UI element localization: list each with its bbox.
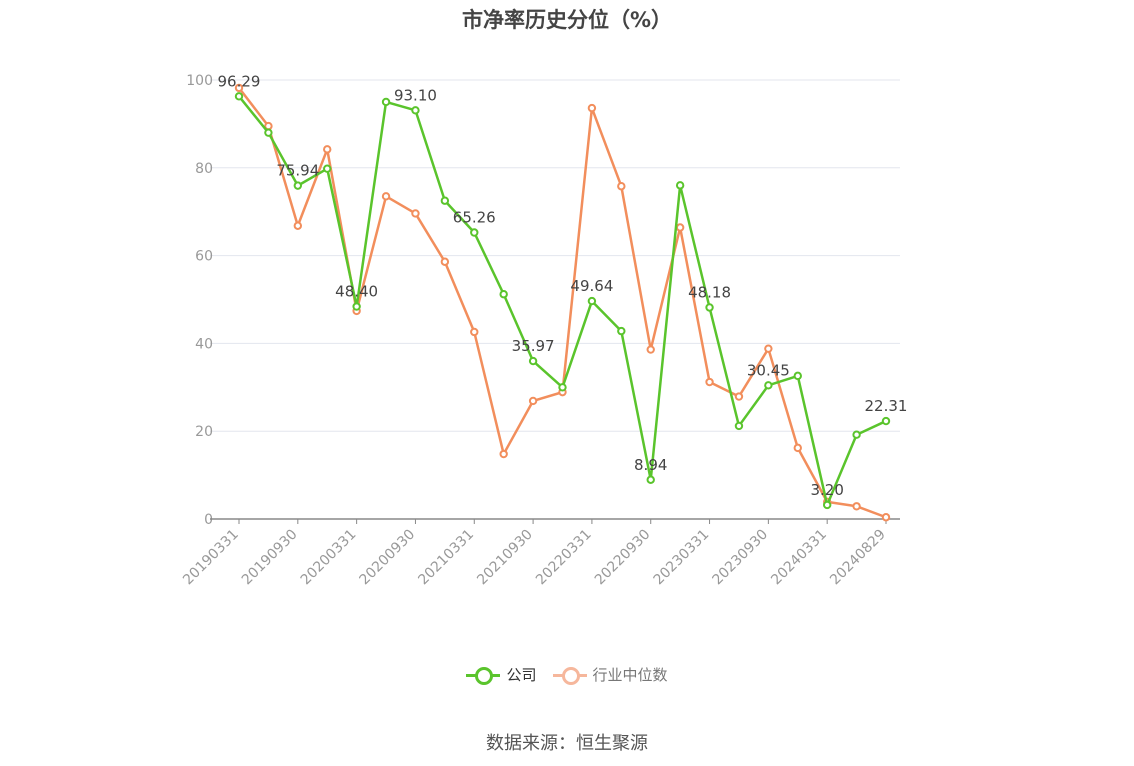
legend-item-industry-median[interactable]: 行业中位数 [552, 664, 668, 685]
data-point [852, 502, 861, 511]
data-point [675, 223, 685, 232]
data-point [381, 192, 391, 201]
data-point [470, 228, 479, 237]
data-point [587, 103, 597, 113]
data-label: 30.45 [747, 361, 790, 379]
data-point [234, 92, 244, 101]
data-label: 8.94 [634, 456, 667, 474]
data-point [323, 164, 332, 173]
data-point [881, 416, 891, 426]
data-point [646, 345, 655, 354]
x-tick-label: 20240331 [768, 527, 830, 589]
data-point [381, 97, 391, 107]
data-point [646, 475, 655, 484]
data-point [411, 209, 420, 218]
x-tick-label: 20220930 [592, 527, 654, 589]
y-tick-label: 80 [195, 161, 213, 177]
legend-item-company[interactable]: 公司 [466, 664, 537, 685]
y-tick-label: 0 [204, 512, 213, 528]
x-tick-label: 20200930 [357, 527, 419, 589]
legend-line-marker-icon [552, 665, 587, 685]
data-label: 48.18 [688, 283, 731, 301]
legend-line-marker-icon [466, 665, 501, 685]
legend: 公司 行业中位数 [0, 664, 1134, 685]
chart-title: 市净率历史分位（%） [461, 8, 673, 32]
data-point [764, 381, 773, 390]
data-point [852, 430, 861, 439]
x-tick-label: 20230331 [651, 527, 713, 589]
x-tick-label: 20220331 [533, 527, 595, 589]
y-tick-label: 20 [195, 424, 213, 440]
data-point [293, 221, 303, 230]
series-line [238, 95, 887, 507]
data-point [264, 128, 273, 137]
data-label: 3.20 [810, 481, 843, 499]
legend-label-company: 公司 [506, 666, 537, 684]
data-point [764, 344, 773, 353]
data-label: 96.29 [218, 72, 261, 90]
data-point [528, 396, 538, 406]
data-point [234, 83, 244, 93]
data-point [793, 443, 802, 453]
y-tick-label: 60 [195, 249, 213, 265]
data-point [587, 296, 597, 306]
x-tick-label: 20210331 [415, 527, 477, 589]
data-point [705, 377, 714, 387]
x-tick-label: 20210930 [474, 527, 536, 589]
data-point [293, 181, 303, 190]
x-tick-label: 20240829 [827, 527, 889, 589]
legend-label-industry-median: 行业中位数 [592, 666, 668, 684]
data-point [822, 500, 832, 510]
y-tick-label: 40 [195, 336, 213, 352]
data-point [411, 106, 420, 115]
data-point [470, 327, 479, 337]
data-label: 65.26 [453, 209, 496, 227]
y-tick-label: 100 [186, 73, 213, 89]
data-point [793, 371, 802, 381]
data-source: 数据来源：恒生聚源 [486, 733, 648, 754]
data-label: 49.64 [570, 277, 613, 295]
data-label: 22.31 [865, 397, 908, 415]
data-point [675, 181, 685, 190]
data-point [734, 392, 744, 401]
data-point [323, 145, 332, 154]
line-chart: 0 20 40 60 80 100 2019033120190930202003312020… [180, 72, 908, 589]
series-line [238, 87, 887, 519]
x-tick-label: 20230930 [709, 527, 771, 589]
data-point [734, 421, 744, 431]
data-point [352, 302, 361, 311]
data-point [617, 326, 626, 336]
data-point [881, 513, 891, 522]
x-tick-label: 20190331 [180, 527, 242, 589]
data-point [558, 383, 567, 392]
data-point [528, 356, 538, 366]
data-point [499, 449, 508, 459]
data-point [499, 290, 508, 299]
data-point [440, 257, 450, 266]
x-tick-label: 20200331 [298, 527, 360, 589]
data-label: 35.97 [512, 337, 555, 355]
data-label: 75.94 [276, 162, 319, 180]
data-label: 93.10 [394, 86, 437, 104]
data-point [440, 196, 450, 205]
data-label: 48.40 [335, 283, 378, 301]
x-tick-label: 20190930 [239, 527, 301, 589]
data-point [617, 182, 626, 191]
data-point [705, 303, 714, 312]
